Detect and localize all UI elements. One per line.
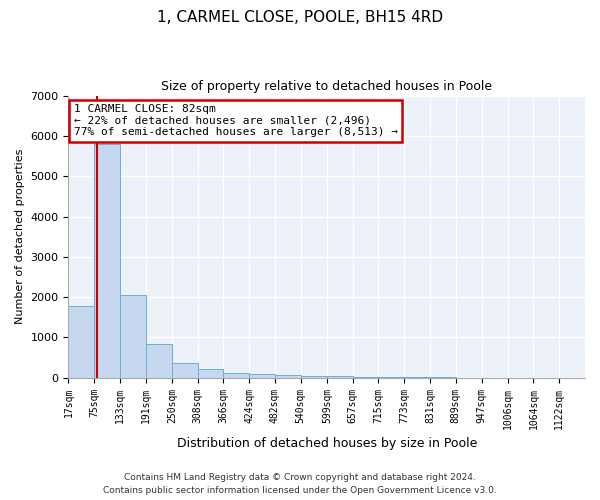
Bar bbox=[197, 368, 223, 378]
Bar bbox=[172, 364, 197, 378]
Bar bbox=[68, 306, 94, 378]
X-axis label: Distribution of detached houses by size in Poole: Distribution of detached houses by size … bbox=[176, 437, 477, 450]
Bar bbox=[146, 344, 172, 378]
Text: 1, CARMEL CLOSE, POOLE, BH15 4RD: 1, CARMEL CLOSE, POOLE, BH15 4RD bbox=[157, 10, 443, 25]
Title: Size of property relative to detached houses in Poole: Size of property relative to detached ho… bbox=[161, 80, 492, 93]
Bar bbox=[249, 374, 275, 378]
Bar bbox=[379, 377, 404, 378]
Bar bbox=[94, 144, 120, 378]
Text: 1 CARMEL CLOSE: 82sqm
← 22% of detached houses are smaller (2,496)
77% of semi-d: 1 CARMEL CLOSE: 82sqm ← 22% of detached … bbox=[74, 104, 398, 137]
Bar bbox=[223, 373, 249, 378]
Bar bbox=[120, 295, 146, 378]
Y-axis label: Number of detached properties: Number of detached properties bbox=[15, 149, 25, 324]
Text: Contains HM Land Registry data © Crown copyright and database right 2024.
Contai: Contains HM Land Registry data © Crown c… bbox=[103, 474, 497, 495]
Bar bbox=[327, 376, 353, 378]
Bar bbox=[275, 375, 301, 378]
Bar bbox=[353, 377, 379, 378]
Bar bbox=[301, 376, 327, 378]
